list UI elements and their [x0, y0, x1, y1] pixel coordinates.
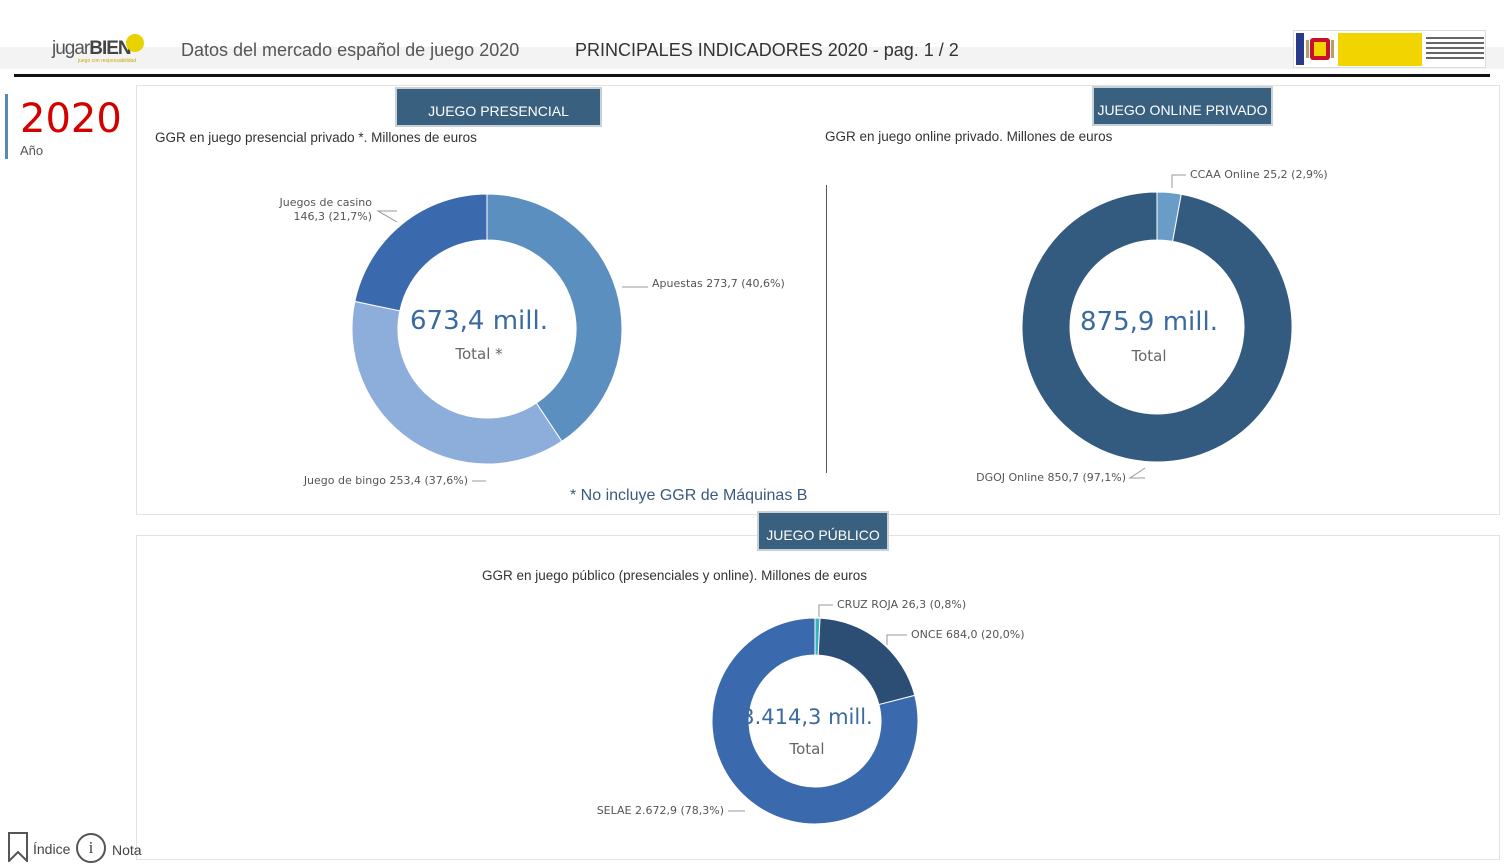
- donut-slice[interactable]: [1021, 191, 1293, 463]
- donut-center-value: 673,4 mill.: [410, 306, 548, 336]
- slice-label: CCAA Online 25,2 (2,9%): [1190, 168, 1328, 181]
- page-title: PRINCIPALES INDICADORES 2020 - pag. 1 / …: [575, 40, 959, 60]
- slice-label: ONCE 684,0 (20,0%): [911, 628, 1025, 641]
- slice-label: CRUZ ROJA 26,3 (0,8%): [837, 598, 966, 611]
- footnote: * No incluye GGR de Máquinas B: [570, 487, 808, 504]
- leader-line: [1171, 174, 1186, 188]
- donut-slice[interactable]: [486, 193, 623, 443]
- ministry-text-lines: [1426, 34, 1484, 66]
- leader-line: [886, 634, 907, 645]
- slice-label: Juegos de casino: [279, 196, 373, 209]
- year-slicer-label: Año: [20, 143, 44, 158]
- government-logo: [1293, 30, 1486, 68]
- coat-of-arms-icon: [1306, 38, 1334, 60]
- index-link[interactable]: Índice: [33, 841, 71, 857]
- donut-center-value: 3.414,3 mill.: [741, 705, 872, 729]
- header-divider: [14, 74, 1490, 77]
- donut-slice[interactable]: [351, 300, 563, 465]
- header-bar: [0, 47, 1504, 69]
- chart-title-presencial: GGR en juego presencial privado *. Millo…: [155, 130, 477, 145]
- section-tag-presencial: JUEGO PRESENCIAL PRIVADO: [395, 87, 602, 163]
- bookmark-icon[interactable]: [7, 832, 29, 862]
- donut-slice[interactable]: [711, 617, 919, 825]
- logo-badge-icon: [126, 34, 144, 52]
- eu-strip-icon: [1296, 33, 1304, 65]
- panel-separator: [826, 185, 827, 473]
- donut-center-label: Total: [1130, 347, 1166, 365]
- year-slicer-accent: [5, 94, 8, 159]
- info-icon[interactable]: i: [76, 833, 106, 863]
- note-link[interactable]: Nota: [112, 842, 142, 858]
- year-slicer-value[interactable]: 2020: [20, 96, 122, 142]
- chart-title-online: GGR en juego online privado. Millones de…: [825, 129, 1113, 144]
- section-tag-publico: JUEGO PÚBLICO: [757, 511, 889, 551]
- jugarbien-logo: jugarBIEN juego con responsabilidad: [52, 34, 147, 66]
- donut-slice[interactable]: [817, 617, 916, 706]
- report-title: Datos del mercado español de juego 2020: [181, 40, 520, 60]
- slice-label-value: 146,3 (21,7%): [293, 210, 372, 223]
- logo-text: jugarBIEN: [52, 38, 132, 59]
- section-tag-online: JUEGO ONLINE PRIVADO: [1092, 86, 1273, 126]
- chart-title-publico: GGR en juego público (presenciales y onl…: [482, 568, 867, 583]
- donut-center-label: Total *: [454, 345, 503, 363]
- leader-line: [376, 210, 398, 223]
- leader-line: [818, 604, 833, 617]
- donut-slice[interactable]: [354, 193, 488, 312]
- leader-line: [1128, 467, 1146, 479]
- slice-label: Juego de bingo 253,4 (37,6%): [303, 474, 468, 487]
- slice-label: Apuestas 273,7 (40,6%): [652, 277, 785, 290]
- slice-label: SELAE 2.672,9 (78,3%): [597, 804, 724, 817]
- ministry-band: [1338, 33, 1422, 66]
- donut-center-value: 875,9 mill.: [1080, 307, 1218, 337]
- donut-center-label: Total: [788, 740, 824, 758]
- slice-label: DGOJ Online 850,7 (97,1%): [976, 471, 1126, 484]
- logo-tagline: juego con responsabilidad: [78, 58, 137, 64]
